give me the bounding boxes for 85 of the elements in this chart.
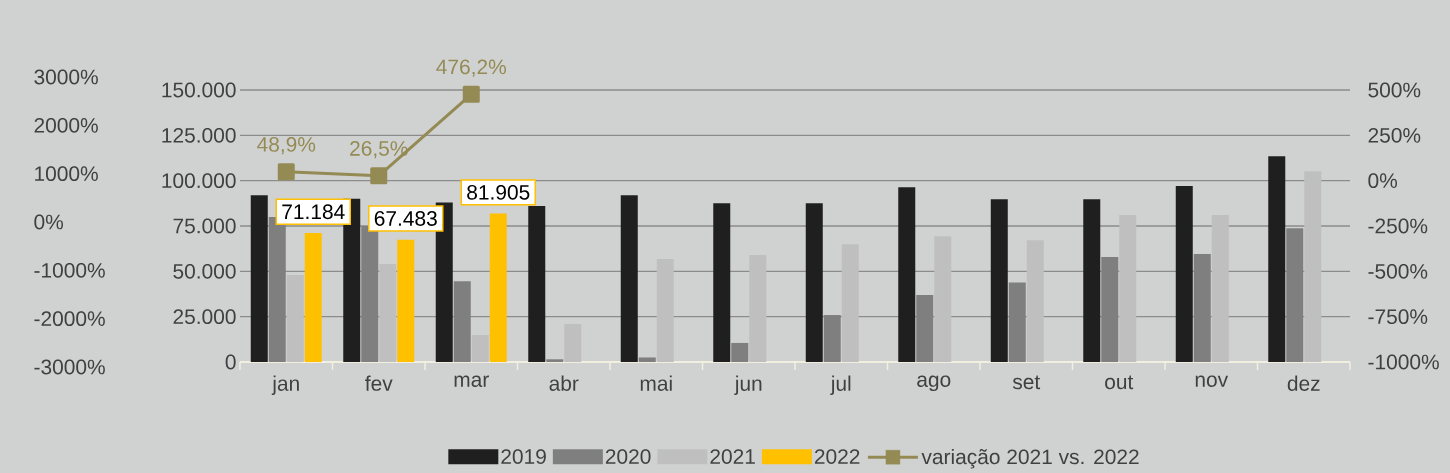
- x-tick-label: jun: [734, 375, 762, 396]
- y2-tick-label: -750%: [1368, 309, 1428, 325]
- data-label: 81.905: [467, 184, 530, 200]
- y-tick-label: 0: [225, 354, 236, 370]
- bar: [990, 199, 1008, 362]
- bar: [823, 315, 841, 362]
- x-tick-label: mai: [640, 375, 672, 391]
- bar: [1193, 254, 1211, 362]
- bar: [397, 239, 415, 362]
- y2-tick-label: 250%: [1368, 127, 1421, 143]
- y-tick-label: 75.000: [173, 218, 236, 234]
- y3-tick-label: 1000%: [35, 166, 98, 182]
- bar: [471, 334, 489, 362]
- bar: [1083, 199, 1101, 362]
- legend-label: 2022: [814, 449, 860, 464]
- bar: [1286, 228, 1304, 362]
- bar: [250, 195, 268, 362]
- bar: [1304, 171, 1322, 362]
- point: [462, 85, 480, 103]
- bar: [1026, 240, 1044, 362]
- bar: [546, 359, 564, 362]
- data-label: 476,2%: [436, 59, 506, 77]
- y2-tick-label: 0%: [1368, 173, 1398, 189]
- x-tick-label: set: [1012, 375, 1041, 390]
- bar: [1101, 257, 1119, 362]
- data-label: 67.483: [374, 211, 437, 226]
- y3-tick-label: -2000%: [34, 311, 105, 327]
- y3-tick-label: 3000%: [34, 69, 98, 85]
- y3-tick-label: 2000%: [34, 117, 98, 133]
- bar: [1008, 282, 1026, 362]
- x-tick-label: out: [1105, 375, 1134, 390]
- bar: [656, 259, 674, 362]
- data-label: 26,5%: [350, 141, 408, 159]
- x-tick-label: jan: [271, 375, 299, 396]
- bar: [1119, 215, 1137, 362]
- bar: [916, 295, 934, 362]
- y2-tick-label: 500%: [1368, 82, 1421, 98]
- data-label: 71.184: [282, 204, 345, 220]
- bar: [749, 255, 767, 362]
- y3-tick-label: -1000%: [34, 262, 105, 278]
- point: [370, 167, 388, 185]
- bar: [286, 274, 304, 362]
- y2-tick-label: -500%: [1368, 263, 1428, 279]
- bar: [713, 203, 731, 362]
- bar: [489, 213, 507, 362]
- legend-label: 2020: [605, 449, 651, 464]
- bar: [841, 244, 859, 362]
- bar: [528, 206, 546, 362]
- bar: [304, 232, 322, 362]
- x-tick-label: nov: [1195, 375, 1229, 387]
- bar: [379, 264, 397, 362]
- y3-tick-label: 0%: [34, 214, 64, 230]
- y-tick-label: 150.000: [162, 82, 236, 98]
- bar: [435, 202, 453, 362]
- y-tick-label: 125.000: [162, 127, 236, 143]
- legend-label: 2019: [501, 449, 546, 464]
- bar: [731, 342, 749, 362]
- x-tick-label: abr: [549, 375, 579, 391]
- bar: [620, 195, 638, 362]
- bar: [453, 281, 471, 362]
- x-tick-label: ago: [917, 375, 951, 392]
- bar: [1268, 156, 1286, 362]
- bar: [805, 203, 823, 362]
- bar: [934, 236, 952, 362]
- y2-tick-label: -1000%: [1368, 354, 1439, 370]
- x-tick-label: fev: [365, 375, 393, 391]
- y-tick-label: 25.000: [173, 309, 236, 325]
- y3-tick-label: -3000%: [34, 359, 105, 375]
- y2-tick-label: -250%: [1368, 218, 1428, 234]
- bar: [638, 357, 656, 362]
- data-label: 48,9%: [257, 136, 316, 155]
- x-tick-label: dez: [1287, 375, 1320, 391]
- point: [277, 163, 295, 181]
- bar: [564, 323, 582, 362]
- bar: [1211, 215, 1229, 362]
- x-tick-label: jul: [830, 375, 851, 396]
- y-tick-label: 100.000: [162, 173, 236, 189]
- bar: [1175, 185, 1193, 362]
- legend-label: 2021: [710, 449, 755, 464]
- bar: [343, 198, 361, 362]
- x-tick-label: mar: [454, 375, 489, 387]
- bar: [361, 226, 379, 362]
- y-tick-label: 50.000: [173, 263, 236, 279]
- legend-label: variação 2021 vs. 2022: [921, 448, 1139, 469]
- bar: [898, 187, 916, 362]
